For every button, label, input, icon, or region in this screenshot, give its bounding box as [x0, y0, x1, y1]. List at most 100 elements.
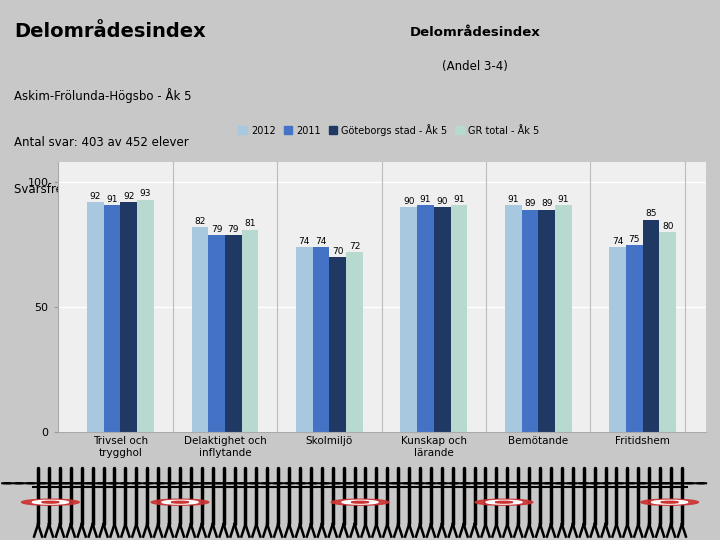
Circle shape [542, 483, 554, 484]
Circle shape [672, 483, 683, 484]
Circle shape [307, 483, 319, 484]
Text: 82: 82 [194, 217, 205, 226]
Circle shape [519, 483, 531, 484]
Circle shape [660, 483, 672, 484]
Bar [192, 227, 208, 432]
Circle shape [378, 483, 390, 484]
Circle shape [48, 483, 60, 484]
Circle shape [425, 483, 436, 484]
Circle shape [641, 499, 698, 505]
Circle shape [72, 483, 84, 484]
Circle shape [507, 483, 518, 484]
Circle shape [284, 483, 295, 484]
Circle shape [577, 483, 589, 484]
Bar [643, 219, 660, 432]
Text: 79: 79 [211, 225, 222, 233]
Text: 79: 79 [228, 225, 239, 233]
Bar [539, 210, 555, 432]
Bar [521, 210, 539, 432]
Circle shape [331, 499, 389, 505]
Circle shape [260, 483, 271, 484]
Circle shape [143, 483, 154, 484]
Circle shape [166, 483, 178, 484]
Circle shape [652, 500, 688, 504]
Circle shape [661, 501, 678, 503]
Bar [660, 232, 676, 432]
Circle shape [475, 499, 533, 505]
Circle shape [154, 483, 166, 484]
Circle shape [151, 499, 209, 505]
Circle shape [601, 483, 613, 484]
Bar [87, 202, 104, 432]
Circle shape [107, 483, 119, 484]
Bar [138, 199, 154, 432]
Circle shape [554, 483, 566, 484]
Text: 70: 70 [332, 247, 343, 256]
Circle shape [683, 483, 695, 484]
Circle shape [342, 500, 378, 504]
Bar [434, 207, 451, 432]
Bar [505, 205, 521, 432]
Circle shape [25, 483, 37, 484]
Legend: 2012, 2011, Göteborgs stad - Åk 5, GR total - Åk 5: 2012, 2011, Göteborgs stad - Åk 5, GR to… [235, 120, 543, 139]
Text: 91: 91 [508, 194, 519, 204]
Circle shape [248, 483, 260, 484]
Text: 89: 89 [541, 199, 552, 208]
Circle shape [390, 483, 401, 484]
Circle shape [648, 483, 660, 484]
Text: 81: 81 [244, 219, 256, 228]
Circle shape [171, 501, 189, 503]
Bar [417, 205, 434, 432]
Text: 74: 74 [299, 237, 310, 246]
Text: 92: 92 [123, 192, 135, 201]
Circle shape [42, 501, 59, 503]
Circle shape [354, 483, 366, 484]
Circle shape [590, 483, 601, 484]
Circle shape [37, 483, 48, 484]
Circle shape [495, 501, 513, 503]
Circle shape [295, 483, 307, 484]
Circle shape [237, 483, 248, 484]
Circle shape [32, 500, 68, 504]
Text: Delområdesindex: Delområdesindex [410, 26, 541, 39]
Circle shape [472, 483, 483, 484]
Bar [296, 247, 312, 432]
Bar [346, 252, 363, 432]
Circle shape [696, 483, 707, 484]
Circle shape [343, 483, 354, 484]
Circle shape [131, 483, 143, 484]
Circle shape [636, 483, 648, 484]
Circle shape [413, 483, 425, 484]
Circle shape [531, 483, 542, 484]
Circle shape [330, 483, 342, 484]
Circle shape [566, 483, 577, 484]
Circle shape [460, 483, 472, 484]
Circle shape [319, 483, 330, 484]
Circle shape [486, 500, 522, 504]
Text: 80: 80 [662, 222, 673, 231]
Circle shape [119, 483, 130, 484]
Circle shape [351, 501, 369, 503]
Circle shape [613, 483, 624, 484]
Circle shape [366, 483, 377, 484]
Text: 75: 75 [629, 234, 640, 244]
Text: 85: 85 [645, 210, 657, 219]
Circle shape [484, 483, 495, 484]
Circle shape [495, 483, 507, 484]
Circle shape [96, 483, 107, 484]
Text: 92: 92 [90, 192, 101, 201]
Bar [400, 207, 417, 432]
Text: 72: 72 [348, 242, 360, 251]
Circle shape [202, 483, 213, 484]
Circle shape [162, 500, 198, 504]
Bar [329, 257, 346, 432]
Bar [312, 247, 329, 432]
Text: 91: 91 [453, 194, 464, 204]
Text: Antal svar: 403 av 452 elever: Antal svar: 403 av 452 elever [14, 136, 189, 148]
Text: 91: 91 [107, 194, 118, 204]
Text: 74: 74 [612, 237, 624, 246]
Circle shape [189, 483, 201, 484]
Text: Delområdesindex: Delområdesindex [14, 22, 206, 40]
Circle shape [401, 483, 413, 484]
Text: Askim-Frölunda-Högsbo - Åk 5: Askim-Frölunda-Högsbo - Åk 5 [14, 88, 192, 103]
